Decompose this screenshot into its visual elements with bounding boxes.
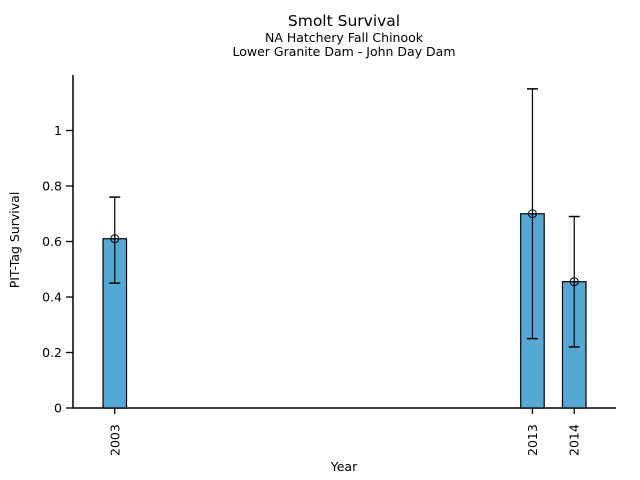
y-tick-label: 0.6 [42, 234, 62, 249]
y-tick-label: 0.2 [42, 345, 62, 360]
y-tick-label: 0.8 [42, 179, 62, 194]
chart-title: Smolt Survival [288, 12, 400, 30]
x-tick-label: 2014 [567, 424, 582, 456]
chart-subtitle-line1: NA Hatchery Fall Chinook [265, 30, 424, 45]
chart-subtitle-line2: Lower Granite Dam - John Day Dam [232, 44, 455, 59]
y-axis-label: PIT-Tag Survival [7, 192, 22, 289]
y-tick-label: 0.4 [42, 290, 62, 305]
y-tick-label: 1 [54, 123, 62, 138]
plot-area: 0 0.2 0.4 0.6 0.8 1 2003 2013 2014 [42, 75, 616, 456]
x-axis-label: Year [330, 459, 358, 474]
x-tick-label: 2003 [107, 424, 122, 456]
y-tick-label: 0 [54, 401, 62, 416]
x-tick-label: 2013 [525, 424, 540, 456]
